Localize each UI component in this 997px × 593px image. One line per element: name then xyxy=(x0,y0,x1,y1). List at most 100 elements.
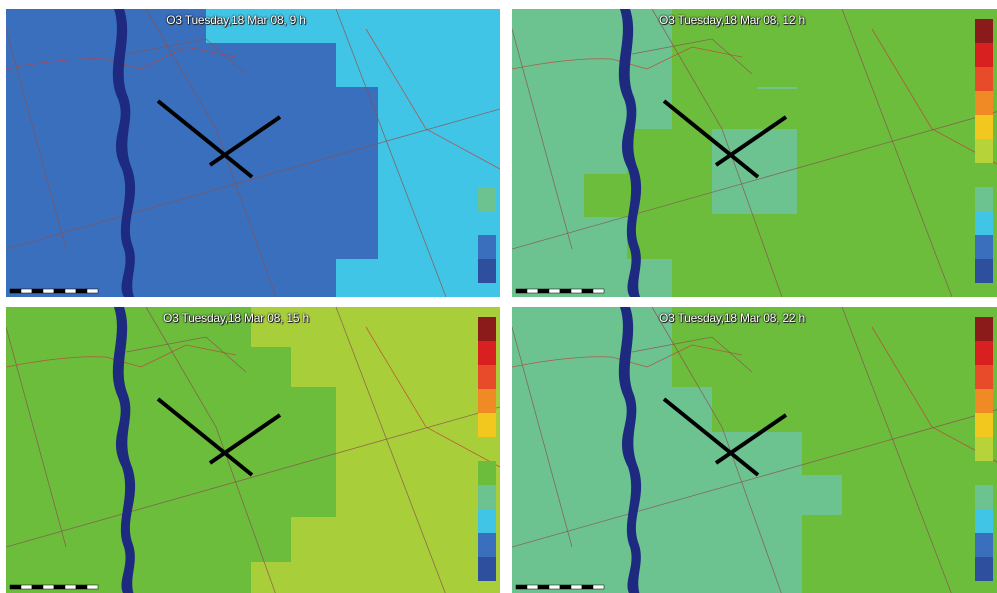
map-panel-12h: O3 Tuesday,18 Mar 08, 12 h xyxy=(512,9,997,297)
map-panel-22h: O3 Tuesday,18 Mar 08, 22 h xyxy=(512,307,997,593)
road-line xyxy=(6,326,67,548)
road-line xyxy=(841,9,953,297)
map-canvas xyxy=(6,9,500,297)
color-legend-icon xyxy=(975,317,993,581)
panel-title: O3 Tuesday,18 Mar 08, 12 h xyxy=(658,13,805,27)
scale-bar-segment xyxy=(20,288,33,294)
scale-bar-segment xyxy=(581,288,594,294)
legend-swatch xyxy=(478,317,496,341)
cross-marker-icon xyxy=(208,115,282,167)
legend-swatch xyxy=(975,461,993,485)
scale-bar-segment xyxy=(9,584,22,590)
scale-bar-segment xyxy=(537,584,550,590)
scale-bar-segment xyxy=(42,584,55,590)
scale-bar-icon xyxy=(515,584,605,590)
legend-swatch xyxy=(975,115,993,139)
road-line xyxy=(631,38,753,75)
scale-bar-segment xyxy=(548,288,561,294)
scale-bar-segment xyxy=(581,584,594,590)
legend-swatch xyxy=(975,341,993,365)
legend-swatch xyxy=(478,413,496,437)
legend-swatch xyxy=(975,509,993,533)
scale-bar-segment xyxy=(548,584,561,590)
legend-swatch xyxy=(975,437,993,461)
cross-marker-icon xyxy=(662,397,760,477)
scale-bar-segment xyxy=(64,584,77,590)
legend-swatch xyxy=(975,259,993,283)
scale-bar-segment xyxy=(53,584,66,590)
river xyxy=(112,9,136,297)
road-line xyxy=(145,307,276,593)
road-line xyxy=(651,307,782,593)
scale-bar-segment xyxy=(515,584,528,590)
road-line xyxy=(631,336,753,373)
scale-bar-segment xyxy=(9,288,22,294)
river xyxy=(618,9,642,297)
scale-bar-segment xyxy=(75,288,88,294)
scale-bar-segment xyxy=(592,288,605,294)
road-line xyxy=(125,38,247,75)
cross-marker-icon xyxy=(714,115,788,167)
legend-swatch xyxy=(975,413,993,437)
panel-title: O3 Tuesday,18 Mar 08, 9 h xyxy=(166,13,306,27)
legend-swatch xyxy=(975,67,993,91)
scale-bar-segment xyxy=(86,288,99,294)
legend-swatch xyxy=(975,211,993,235)
road-line xyxy=(365,28,500,170)
scale-bar-segment xyxy=(537,288,550,294)
panel-title: O3 Tuesday,18 Mar 08, 22 h xyxy=(658,311,805,325)
legend-swatch xyxy=(975,485,993,509)
legend-swatch xyxy=(975,91,993,115)
concentration-region xyxy=(712,87,797,214)
river xyxy=(112,307,136,593)
scale-bar-segment xyxy=(75,584,88,590)
legend-swatch xyxy=(478,485,496,509)
cross-marker-icon xyxy=(156,397,254,477)
color-legend-icon xyxy=(478,187,496,283)
legend-swatch xyxy=(975,43,993,67)
road-line xyxy=(651,9,783,297)
legend-swatch xyxy=(975,235,993,259)
legend-swatch xyxy=(478,533,496,557)
legend-swatch xyxy=(975,19,993,43)
concentration-region xyxy=(206,9,500,297)
concentration-region xyxy=(672,307,997,593)
legend-swatch xyxy=(975,389,993,413)
legend-swatch xyxy=(478,341,496,365)
legend-swatch xyxy=(478,365,496,389)
road-line xyxy=(512,326,573,548)
scale-bar-icon xyxy=(9,584,99,590)
legend-swatch xyxy=(975,365,993,389)
legend-swatch xyxy=(975,533,993,557)
legend-swatch xyxy=(478,187,496,211)
scale-bar-icon xyxy=(9,288,99,294)
river xyxy=(618,307,642,593)
road-line xyxy=(512,409,997,548)
road-line xyxy=(6,108,500,250)
legend-swatch xyxy=(975,317,993,341)
road-line xyxy=(6,406,500,548)
scale-bar-segment xyxy=(64,288,77,294)
legend-swatch xyxy=(975,187,993,211)
scale-bar-segment xyxy=(526,288,539,294)
legend-swatch xyxy=(975,163,993,187)
road-line xyxy=(841,307,952,593)
road-line xyxy=(125,336,247,373)
map-panel-15h: O3 Tuesday,18 Mar 08, 15 h xyxy=(6,307,500,593)
legend-swatch xyxy=(975,557,993,581)
scale-bar-segment xyxy=(20,584,33,590)
cross-marker-icon xyxy=(156,99,254,179)
scale-bar-segment xyxy=(42,288,55,294)
color-legend-icon xyxy=(975,19,993,283)
legend-swatch xyxy=(478,557,496,581)
scale-bar-segment xyxy=(526,584,539,590)
scale-bar-segment xyxy=(559,288,572,294)
legend-swatch xyxy=(478,389,496,413)
road-line xyxy=(512,28,573,250)
road-line xyxy=(365,326,500,468)
legend-swatch xyxy=(478,509,496,533)
map-canvas xyxy=(512,307,997,593)
legend-swatch xyxy=(478,235,496,259)
map-panel-9h: O3 Tuesday,18 Mar 08, 9 h xyxy=(6,9,500,297)
scale-bar-segment xyxy=(515,288,528,294)
